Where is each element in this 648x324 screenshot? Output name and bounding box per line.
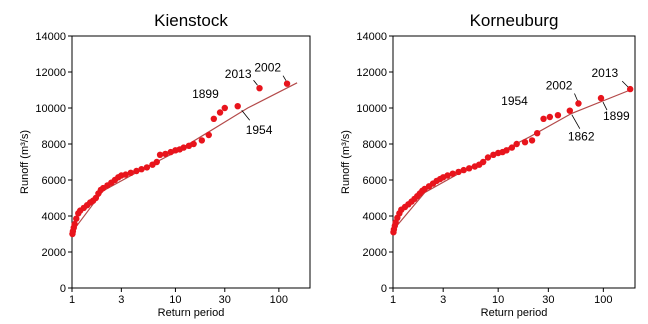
y-axis-label: Runoff (m³/s) <box>340 130 352 194</box>
x-tick-label: 1 <box>69 294 75 306</box>
data-point <box>508 144 516 151</box>
fit-line <box>71 82 298 233</box>
y-axis-label: Runoff (m³/s) <box>19 130 31 194</box>
data-point <box>221 104 228 112</box>
data-point <box>513 140 520 148</box>
x-axis-label: Return period <box>158 307 225 319</box>
data-point <box>479 158 487 166</box>
annotation-label: 1954 <box>501 94 528 108</box>
data-point <box>566 107 574 114</box>
data-point <box>190 140 197 148</box>
data-point <box>540 115 547 123</box>
plot-frame <box>392 35 636 289</box>
annotation-leader <box>253 79 258 86</box>
annotation-label: 2002 <box>254 61 281 75</box>
data-point <box>153 158 160 166</box>
data-point <box>133 167 140 175</box>
data-point <box>71 220 78 228</box>
data-point <box>127 169 134 176</box>
annotation-leader <box>602 101 608 111</box>
data-point <box>597 94 605 102</box>
annotation-label: 2013 <box>591 66 618 80</box>
annotation-label: 2013 <box>225 67 252 81</box>
annotation-leader <box>241 109 251 121</box>
chart-panel-1: Kienstock 0 2000 4000 6000 8000 10000 12000 1400… <box>19 11 311 319</box>
x-tick-label: 100 <box>270 294 288 306</box>
y-tick-label: 10000 <box>356 103 387 115</box>
data-point <box>455 168 462 176</box>
annotation-leader <box>571 114 581 129</box>
data-point <box>156 151 164 158</box>
y-tick-label: 10000 <box>35 103 66 115</box>
x-tick-label: 10 <box>492 294 504 306</box>
data-point <box>198 137 206 144</box>
x-axis-label: Return period <box>481 307 548 319</box>
y-tick-label: 0 <box>60 283 66 295</box>
annotation-label: 2002 <box>546 79 573 93</box>
data-point <box>205 131 212 139</box>
y-tick-label: 4000 <box>363 211 387 223</box>
y-tick-label: 6000 <box>363 175 387 187</box>
data-point <box>533 130 541 137</box>
data-point <box>138 166 145 173</box>
plot-frame <box>71 35 311 289</box>
data-point <box>575 100 582 107</box>
chart-title: Korneuburg <box>470 11 559 30</box>
annotation-label: 1954 <box>246 123 273 137</box>
data-point <box>73 215 80 222</box>
annotation-label: 1862 <box>568 130 595 144</box>
y-tick-label: 12000 <box>35 67 66 79</box>
data-point <box>180 144 187 151</box>
data-point <box>626 85 634 93</box>
y-tick-label: 14000 <box>356 31 387 43</box>
annotation-label: 1899 <box>603 109 630 123</box>
data-point <box>528 137 536 144</box>
data-point <box>503 147 510 154</box>
x-tick-label: 30 <box>219 294 231 306</box>
data-point <box>521 139 529 146</box>
data-point <box>162 150 169 158</box>
y-tick-label: 4000 <box>42 211 66 223</box>
annotation-label: 1899 <box>192 87 219 101</box>
annotation-leader <box>574 93 578 101</box>
y-tick-label: 0 <box>381 283 387 295</box>
x-tick-label: 3 <box>440 294 446 306</box>
data-point <box>444 172 451 179</box>
x-tick-label: 10 <box>169 294 181 306</box>
y-tick-label: 14000 <box>35 31 66 43</box>
data-point <box>283 80 291 87</box>
x-tick-label: 30 <box>542 294 554 306</box>
x-tick-label: 1 <box>390 294 396 306</box>
data-point <box>234 103 241 110</box>
data-point <box>554 112 562 119</box>
data-point <box>465 165 473 172</box>
data-point <box>143 164 151 171</box>
data-point <box>484 154 492 161</box>
chart-title: Kienstock <box>154 11 228 30</box>
x-tick-label: 100 <box>594 294 612 306</box>
data-point <box>210 115 218 123</box>
data-point <box>546 113 554 121</box>
data-point <box>490 151 497 158</box>
y-tick-label: 8000 <box>42 139 66 151</box>
data-point <box>449 170 456 177</box>
y-tick-label: 6000 <box>42 175 66 187</box>
chart-panel-2: Korneuburg 0 2000 4000 6000 8000 10000 12000 140… <box>340 11 636 319</box>
y-tick-label: 8000 <box>363 139 387 151</box>
data-point <box>216 109 224 116</box>
data-point <box>460 166 467 174</box>
y-tick-label: 2000 <box>42 247 66 259</box>
y-tick-label: 12000 <box>356 67 387 79</box>
data-point <box>122 171 129 178</box>
y-tick-label: 2000 <box>363 247 387 259</box>
data-point <box>256 85 263 92</box>
fit-line <box>392 89 631 231</box>
annotation-leader <box>282 75 287 81</box>
x-tick-label: 3 <box>118 294 124 306</box>
annotation-leader <box>621 80 629 88</box>
